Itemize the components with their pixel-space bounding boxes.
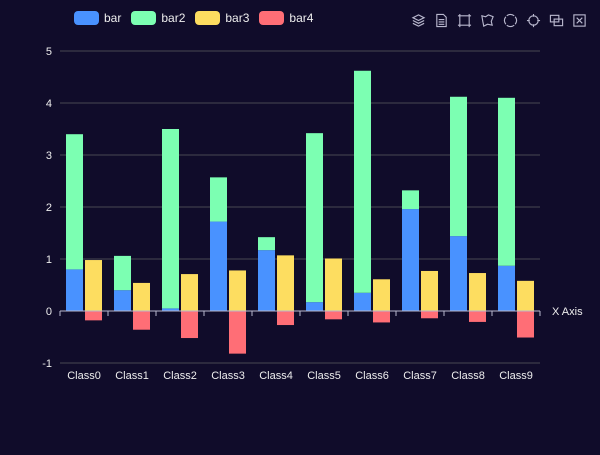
bar-bar-Class9	[498, 265, 515, 311]
legend-item-bar2[interactable]: bar2	[131, 11, 185, 25]
legend-item-bar3[interactable]: bar3	[195, 11, 249, 25]
bar-bar3-Class0	[85, 260, 102, 311]
bar-bar-Class5	[306, 302, 323, 311]
bar-bar3-Class3	[229, 270, 246, 311]
y-tick-label: 2	[46, 202, 52, 214]
clear-select-icon[interactable]	[526, 13, 541, 28]
bar-bar4-Class9	[517, 311, 534, 338]
bar-bar2-Class9	[498, 97, 515, 266]
legend-label-bar3: bar3	[225, 11, 250, 25]
bar-bar3-Class5	[325, 258, 342, 311]
legend-swatch-bar4	[259, 11, 285, 25]
legend-item-bar[interactable]: bar	[74, 11, 121, 25]
legend-label-bar4: bar4	[289, 11, 314, 25]
bar-bar4-Class3	[229, 311, 246, 354]
bar-bar-Class2	[162, 308, 179, 311]
bar-bar-Class1	[114, 290, 131, 311]
bar-bar4-Class8	[469, 311, 486, 322]
x-tick-label: Class3	[211, 370, 245, 382]
bar-bar-Class7	[402, 209, 419, 311]
bar-bar2-Class3	[210, 177, 227, 222]
bar-bar4-Class0	[85, 311, 102, 321]
toggle-icon[interactable]	[549, 13, 564, 28]
bar-bar4-Class1	[133, 311, 150, 330]
bar-bar4-Class4	[277, 311, 294, 326]
lasso-select-icon[interactable]	[480, 13, 495, 28]
toolbox	[403, 13, 587, 28]
x-tick-label: Class8	[451, 370, 485, 382]
bar-bar3-Class9	[517, 280, 534, 311]
bar-bar2-Class0	[66, 134, 83, 270]
bar-bar2-Class4	[258, 237, 275, 251]
legend-swatch-bar3	[195, 11, 221, 25]
x-tick-label: Class7	[403, 370, 437, 382]
stack-icon[interactable]	[411, 13, 426, 28]
bar-bar3-Class2	[181, 274, 198, 311]
y-tick-label: 0	[46, 306, 52, 318]
bar-bar2-Class2	[162, 129, 179, 309]
bar-bar4-Class6	[373, 311, 390, 323]
x-tick-label: Class6	[355, 370, 389, 382]
y-tick-label: 4	[46, 98, 52, 110]
legend-swatch-bar2	[131, 11, 157, 25]
x-tick-label: Class5	[307, 370, 341, 382]
bar-bar2-Class6	[354, 70, 371, 293]
bar-bar-Class6	[354, 292, 371, 311]
bar-bar-Class4	[258, 250, 275, 311]
y-tick-label: 5	[46, 46, 52, 58]
bar-bar3-Class4	[277, 255, 294, 311]
legend-swatch-bar	[74, 11, 99, 25]
rect-select-icon[interactable]	[457, 13, 472, 28]
x-tick-label: Class0	[67, 370, 101, 382]
bar-bar3-Class1	[133, 282, 150, 311]
bar-bar-Class3	[210, 221, 227, 311]
restore-icon[interactable]	[572, 13, 587, 28]
bar-bar4-Class2	[181, 311, 198, 339]
x-tick-label: Class9	[499, 370, 533, 382]
x-tick-label: Class1	[115, 370, 149, 382]
bar-bar-Class0	[66, 269, 83, 311]
bar-bar4-Class5	[325, 311, 342, 320]
bar-bar-Class8	[450, 236, 467, 311]
legend-label-bar2: bar2	[161, 11, 186, 25]
bar-bar4-Class7	[421, 311, 438, 319]
legend: bar bar2 bar3 bar4	[74, 11, 323, 25]
bar-bar3-Class7	[421, 270, 438, 311]
bar-bar2-Class1	[114, 255, 131, 291]
legend-item-bar4[interactable]: bar4	[259, 11, 313, 25]
bar-bar3-Class8	[469, 273, 486, 311]
x-tick-label: Class4	[259, 370, 293, 382]
x-tick-label: Class2	[163, 370, 197, 382]
data-view-icon[interactable]	[434, 13, 449, 28]
bar-bar2-Class5	[306, 133, 323, 303]
keep-select-icon[interactable]	[503, 13, 518, 28]
bar-bar2-Class8	[450, 96, 467, 237]
bar-bar3-Class6	[373, 279, 390, 311]
x-axis-label: X Axis	[552, 306, 583, 318]
bar-bar2-Class7	[402, 190, 419, 210]
y-tick-label: 3	[46, 150, 52, 162]
y-tick-label: -1	[42, 358, 52, 370]
legend-label-bar: bar	[104, 11, 122, 25]
y-tick-label: 1	[46, 254, 52, 266]
